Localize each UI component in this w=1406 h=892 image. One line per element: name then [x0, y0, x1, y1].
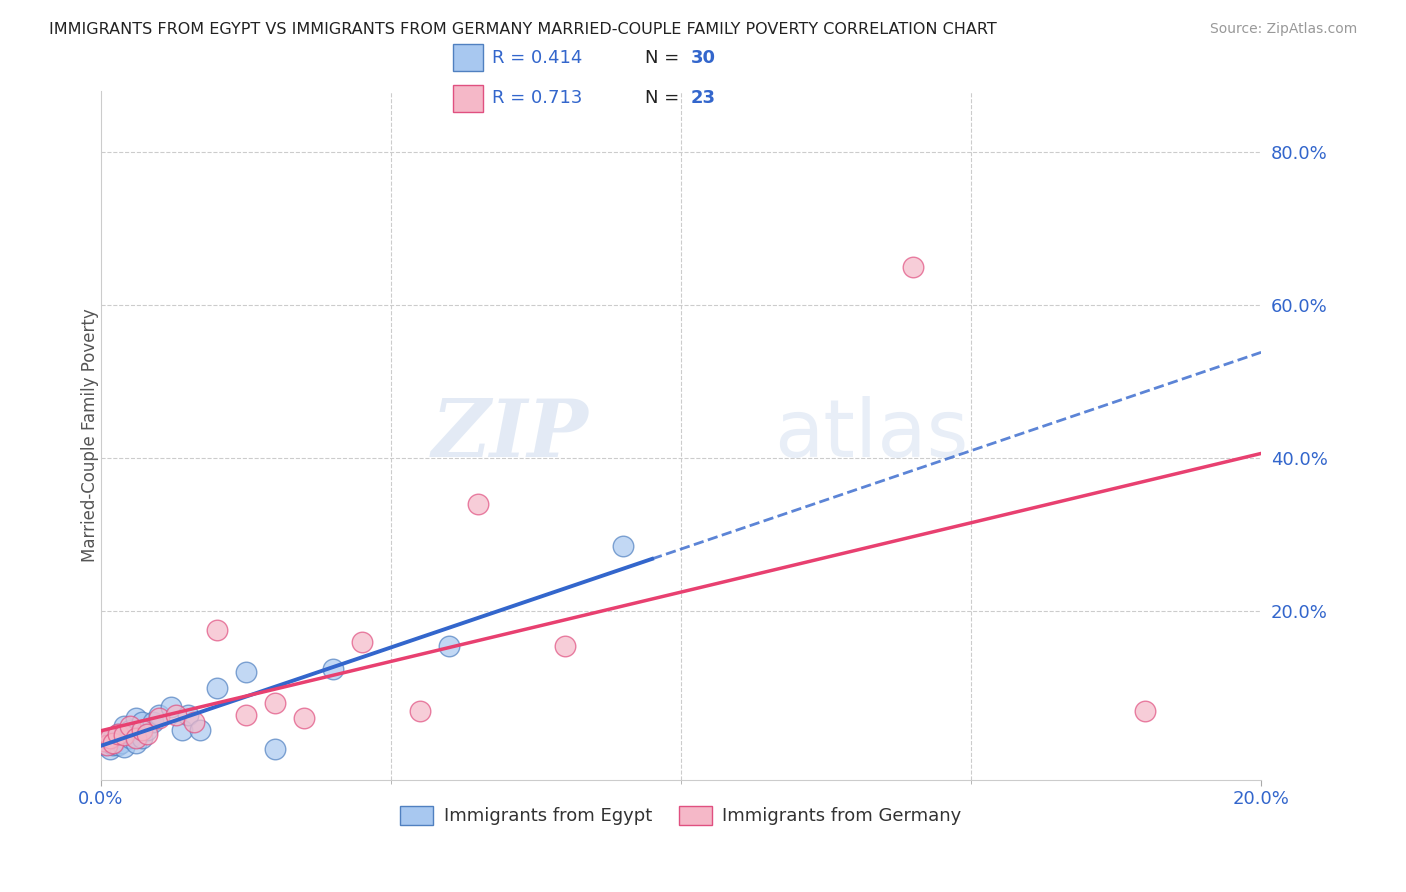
- Text: R = 0.414: R = 0.414: [492, 49, 582, 67]
- Point: [125, 711, 148, 725]
- FancyBboxPatch shape: [453, 85, 484, 112]
- Point: [235, 707, 257, 722]
- Point: [93, 734, 115, 748]
- Point: [205, 624, 228, 638]
- Point: [118, 731, 141, 745]
- Point: [188, 723, 211, 737]
- Point: [93, 738, 115, 752]
- Point: [110, 736, 132, 750]
- Text: 23: 23: [690, 89, 716, 107]
- Text: atlas: atlas: [773, 396, 969, 475]
- Point: [101, 731, 124, 745]
- Point: [136, 723, 159, 737]
- Text: Source: ZipAtlas.com: Source: ZipAtlas.com: [1209, 22, 1357, 37]
- Point: [104, 734, 127, 748]
- Point: [350, 635, 373, 649]
- Point: [131, 715, 153, 730]
- Point: [1133, 704, 1156, 718]
- Point: [205, 681, 228, 695]
- Point: [112, 728, 135, 742]
- Point: [118, 723, 141, 737]
- Point: [96, 734, 118, 748]
- Point: [264, 742, 287, 756]
- Point: [125, 736, 148, 750]
- Point: [96, 738, 118, 752]
- Point: [235, 665, 257, 680]
- Point: [148, 711, 170, 725]
- Point: [131, 723, 153, 737]
- Text: N =: N =: [645, 89, 685, 107]
- Point: [118, 719, 141, 733]
- Point: [264, 696, 287, 710]
- Point: [125, 731, 148, 745]
- Point: [437, 639, 460, 653]
- Point: [177, 707, 200, 722]
- Point: [98, 731, 121, 745]
- Point: [467, 497, 489, 511]
- Point: [98, 742, 121, 756]
- Point: [107, 727, 129, 741]
- Point: [322, 662, 344, 676]
- Y-axis label: Married-Couple Family Poverty: Married-Couple Family Poverty: [82, 309, 98, 562]
- Text: R = 0.713: R = 0.713: [492, 89, 582, 107]
- Point: [172, 723, 194, 737]
- Point: [101, 736, 124, 750]
- Point: [101, 738, 124, 752]
- Point: [107, 727, 129, 741]
- Point: [159, 699, 181, 714]
- Text: ZIP: ZIP: [432, 396, 588, 474]
- Point: [165, 707, 187, 722]
- Point: [612, 539, 634, 553]
- Point: [136, 727, 159, 741]
- Point: [142, 715, 165, 730]
- Point: [107, 738, 129, 752]
- Point: [409, 704, 432, 718]
- Point: [131, 731, 153, 745]
- Point: [901, 260, 924, 274]
- Point: [292, 711, 315, 725]
- Point: [112, 740, 135, 755]
- Text: IMMIGRANTS FROM EGYPT VS IMMIGRANTS FROM GERMANY MARRIED-COUPLE FAMILY POVERTY C: IMMIGRANTS FROM EGYPT VS IMMIGRANTS FROM…: [49, 22, 997, 37]
- Point: [112, 719, 135, 733]
- Point: [148, 707, 170, 722]
- FancyBboxPatch shape: [453, 45, 484, 71]
- Text: 30: 30: [690, 49, 716, 67]
- Text: N =: N =: [645, 49, 685, 67]
- Point: [554, 639, 576, 653]
- Point: [183, 715, 205, 730]
- Legend: Immigrants from Egypt, Immigrants from Germany: Immigrants from Egypt, Immigrants from G…: [394, 798, 969, 832]
